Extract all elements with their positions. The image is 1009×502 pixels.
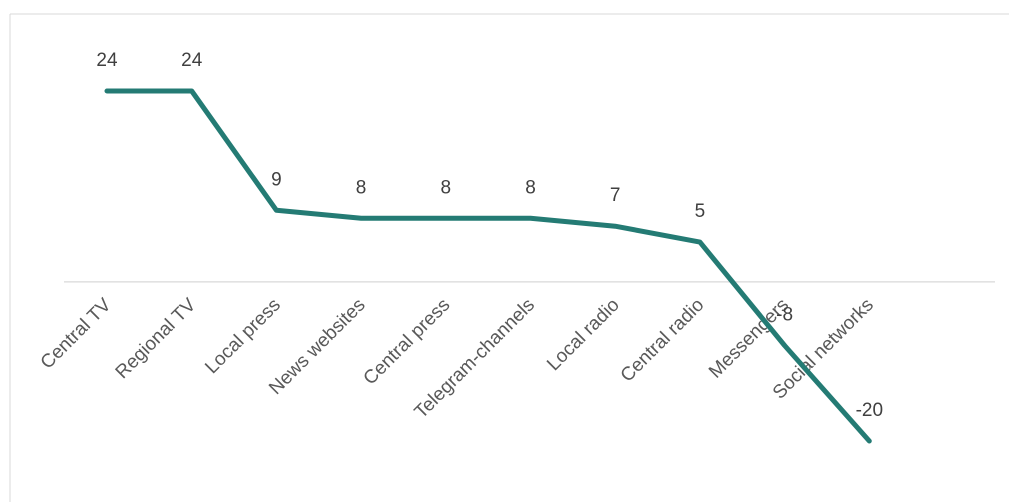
x-tick-label: Central radio xyxy=(617,295,709,387)
data-label: 5 xyxy=(695,201,706,222)
series-line xyxy=(104,88,872,444)
data-label: -20 xyxy=(856,400,883,421)
data-label: 8 xyxy=(441,177,452,198)
data-label: 7 xyxy=(610,185,621,206)
data-label: 9 xyxy=(271,169,282,190)
data-label: -8 xyxy=(776,305,793,326)
data-labels: 24 24 9 8 8 8 7 5 -8 -20 xyxy=(96,50,883,421)
x-tick-label: Central press xyxy=(360,295,455,390)
data-label: 8 xyxy=(525,177,536,198)
x-tick-label: Local radio xyxy=(543,295,624,376)
x-tick-label: Regional TV xyxy=(112,294,201,383)
data-label: 8 xyxy=(356,177,367,198)
data-label: 24 xyxy=(181,50,203,71)
x-tick-label: Central TV xyxy=(37,294,116,373)
data-label: 24 xyxy=(96,50,118,71)
x-tick-label: Local press xyxy=(201,295,285,379)
